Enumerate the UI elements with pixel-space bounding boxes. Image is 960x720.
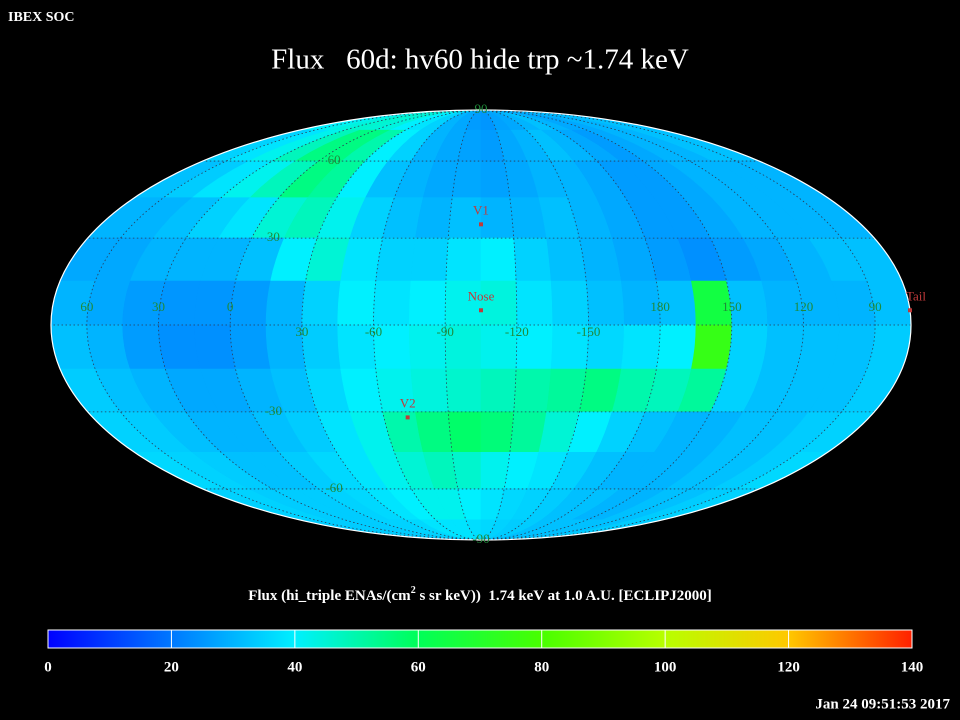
lon-label: -120 (505, 324, 529, 339)
colorbar-tick-label: 120 (777, 659, 800, 675)
colorbar-tick-label: 0 (44, 659, 52, 675)
marker (479, 308, 483, 313)
colorbar-gradient (47, 629, 913, 649)
marker (479, 222, 483, 227)
colorbar-tick-label: 60 (411, 659, 426, 675)
flux-cell (480, 237, 517, 282)
label-part: Flux (hi_triple ENAs/(cm (248, 588, 411, 604)
meridian (480, 109, 876, 541)
flux-cell (301, 280, 342, 326)
lat-label: 30 (267, 229, 280, 244)
lon-label: 150 (722, 299, 742, 314)
flux-cell (513, 368, 552, 413)
flux-cell (408, 280, 447, 326)
marker (907, 308, 912, 313)
lon-label: 180 (650, 299, 670, 314)
flux-cell (480, 411, 515, 453)
meridian (480, 109, 804, 541)
lon-label: -90 (436, 324, 453, 339)
flux-cell (585, 280, 625, 326)
lon-label: 0 (227, 299, 234, 314)
flux-cell (229, 324, 271, 370)
lat-label: -30 (265, 403, 282, 418)
flux-cell (513, 237, 552, 282)
lat-label: 60 (328, 152, 341, 167)
flux-cell (550, 280, 589, 326)
marker-label: Tail (906, 288, 926, 303)
meridian (480, 109, 733, 541)
meridian (480, 109, 589, 541)
lon-label: 90 (869, 299, 882, 314)
flux-cell (158, 324, 201, 370)
marker (405, 415, 410, 420)
flux-cell (480, 368, 517, 413)
heatmap (50, 109, 912, 541)
meridian (158, 109, 482, 541)
lat-label: 90 (475, 101, 488, 116)
lon-label: -60 (365, 324, 382, 339)
label-part: s sr keV)) 1.74 keV at 1.0 A.U. [ECLIPJ2… (416, 588, 712, 604)
lon-label: 120 (794, 299, 814, 314)
flux-cell (546, 368, 587, 413)
chart-title: Flux 60d: hv60 hide trp ~1.74 keV (271, 44, 689, 76)
flux-cell (410, 368, 449, 413)
label-part: 2 (411, 585, 416, 596)
colorbar-tick-label: 100 (654, 659, 677, 675)
lon-label: -150 (577, 324, 601, 339)
flux-cell (447, 411, 482, 453)
marker-label: V1 (473, 202, 489, 217)
flux-cell (445, 368, 482, 413)
flux-cell (726, 324, 769, 370)
flux-cell (410, 237, 449, 282)
map-labels: 60 30 0 30 -60 -90 -120 -150 180 150 120 90 90 60 30 -3… (80, 101, 926, 546)
flux-cell (515, 280, 554, 326)
lat-label: -90 (472, 531, 489, 546)
flux-cell (796, 324, 840, 370)
flux-cell (445, 237, 482, 282)
flux-cell (761, 324, 804, 370)
flux-cell (620, 324, 661, 370)
colorbar: 0 20 40 60 80 100 120 140 (44, 629, 924, 675)
map-outline (50, 109, 912, 541)
colorbar-tick-label: 20 (164, 659, 179, 675)
flux-cell (265, 280, 306, 326)
lon-label: 60 (80, 299, 93, 314)
source-label: IBEX SOC (8, 10, 75, 25)
lon-label: 30 (152, 299, 165, 314)
flux-cell (229, 280, 271, 326)
graticule (51, 109, 911, 541)
colorbar-tick-label: 40 (287, 659, 302, 675)
colorbar-tick-label: 140 (901, 659, 924, 675)
timestamp: Jan 24 09:51:53 2017 (815, 696, 950, 712)
marker-label: Nose (468, 288, 495, 303)
lat-label: -60 (325, 480, 342, 495)
marker-label: V2 (400, 395, 416, 410)
flux-cell (656, 324, 697, 370)
flux-cell (337, 280, 377, 326)
flux-cell (691, 324, 733, 370)
flux-cell (373, 280, 412, 326)
flux-cell (193, 324, 236, 370)
lon-label: 30 (295, 324, 308, 339)
colorbar-tick-label: 80 (534, 659, 549, 675)
colorbar-label: Flux (hi_triple ENAs/(cm2 s sr keV)) 1.7… (248, 585, 712, 604)
